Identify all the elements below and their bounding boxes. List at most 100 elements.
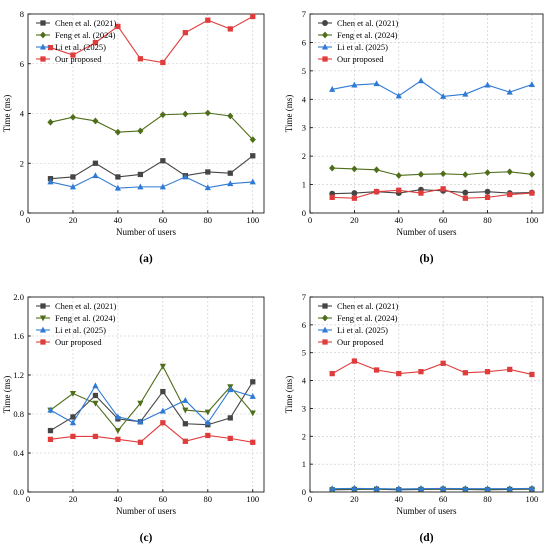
data-point [249, 136, 256, 144]
data-point [204, 419, 211, 426]
data-point [92, 39, 99, 46]
series-line [332, 167, 532, 177]
legend-marker [322, 56, 328, 62]
data-point [507, 191, 513, 198]
legend-entry: Chen et al. (2021) [55, 301, 117, 311]
data-point [159, 363, 166, 370]
y-tick-label: 0.4 [13, 448, 24, 458]
x-tick-label: 60 [159, 494, 168, 504]
data-point [329, 194, 335, 200]
data-point [351, 190, 358, 197]
legend-marker [322, 303, 328, 309]
data-point [373, 166, 380, 174]
data-point [462, 370, 468, 376]
x-tick-label: 40 [114, 215, 123, 225]
plot-frame [309, 296, 544, 493]
x-tick-label: 40 [395, 215, 404, 225]
legend: Chen et al. (2021) Feng et al. (2024) Li e… [36, 18, 117, 64]
legend-marker [40, 56, 46, 62]
x-tick-label: 100 [526, 215, 539, 225]
data-point [351, 195, 358, 201]
legend: Chen et al. (2021) Feng et al. (2024) Li e… [318, 301, 399, 347]
y-tick-label: 1.2 [13, 370, 24, 380]
data-point [528, 81, 536, 87]
legend-marker [39, 315, 47, 322]
data-point [440, 360, 446, 366]
data-point [92, 382, 99, 389]
data-point [92, 433, 99, 440]
y-tick-label: 8 [20, 9, 24, 19]
data-point [92, 392, 99, 399]
x-tick-label: 20 [69, 494, 78, 504]
panel-label: (c) [140, 532, 153, 544]
legend-entry: Feng et al. (2024) [55, 30, 116, 40]
data-point [69, 183, 77, 190]
data-point [395, 485, 402, 492]
y-tick-label: 0 [302, 208, 306, 218]
data-point [69, 391, 77, 397]
data-point [115, 174, 121, 180]
y-tick-label: 3 [302, 123, 306, 133]
data-point [92, 160, 99, 166]
data-point [182, 407, 189, 414]
data-point [114, 184, 122, 191]
x-tick-label: 40 [395, 494, 404, 504]
y-axis-label: Time (ms) [2, 376, 12, 413]
data-point [462, 195, 468, 201]
legend-marker [39, 326, 47, 333]
series-1 [47, 153, 256, 182]
x-tick-label: 60 [159, 215, 168, 225]
data-point [47, 436, 54, 442]
data-point [440, 170, 447, 178]
legend-entry: Chen et al. (2021) [337, 301, 399, 311]
data-point [137, 127, 144, 135]
legend-marker [40, 303, 46, 309]
data-point [440, 484, 447, 491]
y-tick-label: 6 [20, 59, 24, 69]
y-tick-label: 4 [302, 376, 307, 386]
plot-frame [309, 13, 544, 214]
series-4 [329, 358, 535, 378]
y-tick-label: 2 [302, 431, 306, 441]
data-point [351, 165, 358, 173]
legend-marker [321, 43, 329, 50]
data-point [417, 77, 425, 84]
series-line [332, 488, 532, 491]
data-point [462, 485, 469, 492]
data-point [329, 485, 336, 492]
data-point [395, 172, 402, 179]
series-line [50, 112, 254, 140]
data-point [70, 52, 76, 58]
data-point [373, 367, 380, 373]
series-3 [329, 484, 536, 492]
data-point [250, 439, 256, 445]
series-line [50, 175, 253, 189]
chart-panel-1: 0 20 40 60 80 100 0 2 4 6 8 Number of users Time (ms… [2, 9, 265, 265]
data-point [227, 180, 234, 187]
data-point [227, 170, 233, 176]
data-point [47, 406, 54, 413]
y-tick-label: 1 [302, 459, 306, 469]
chart-panel-2: 0 20 40 60 80 100 0 1 2 3 4 5 6 7 Number of users Time … [284, 9, 544, 265]
x-tick-label: 0 [26, 215, 30, 225]
y-tick-label: 7 [302, 9, 306, 19]
data-point [227, 415, 233, 421]
series-3 [47, 172, 256, 191]
data-point [182, 173, 189, 180]
data-point [159, 111, 166, 119]
data-point [250, 379, 256, 385]
legend-entry: Our proposed [337, 54, 384, 64]
data-point [92, 172, 99, 179]
legend-entry: Li et al. (2025) [55, 42, 106, 52]
x-tick-label: 100 [246, 215, 259, 225]
data-point [462, 189, 469, 196]
y-tick-label: 4 [20, 109, 25, 119]
data-point [204, 409, 211, 416]
legend-marker [40, 20, 46, 26]
data-point [462, 171, 469, 179]
legend-marker [40, 339, 46, 345]
legend-marker [39, 43, 47, 50]
data-point [506, 168, 513, 176]
series-3 [329, 77, 536, 99]
y-tick-label: 5 [302, 66, 306, 76]
